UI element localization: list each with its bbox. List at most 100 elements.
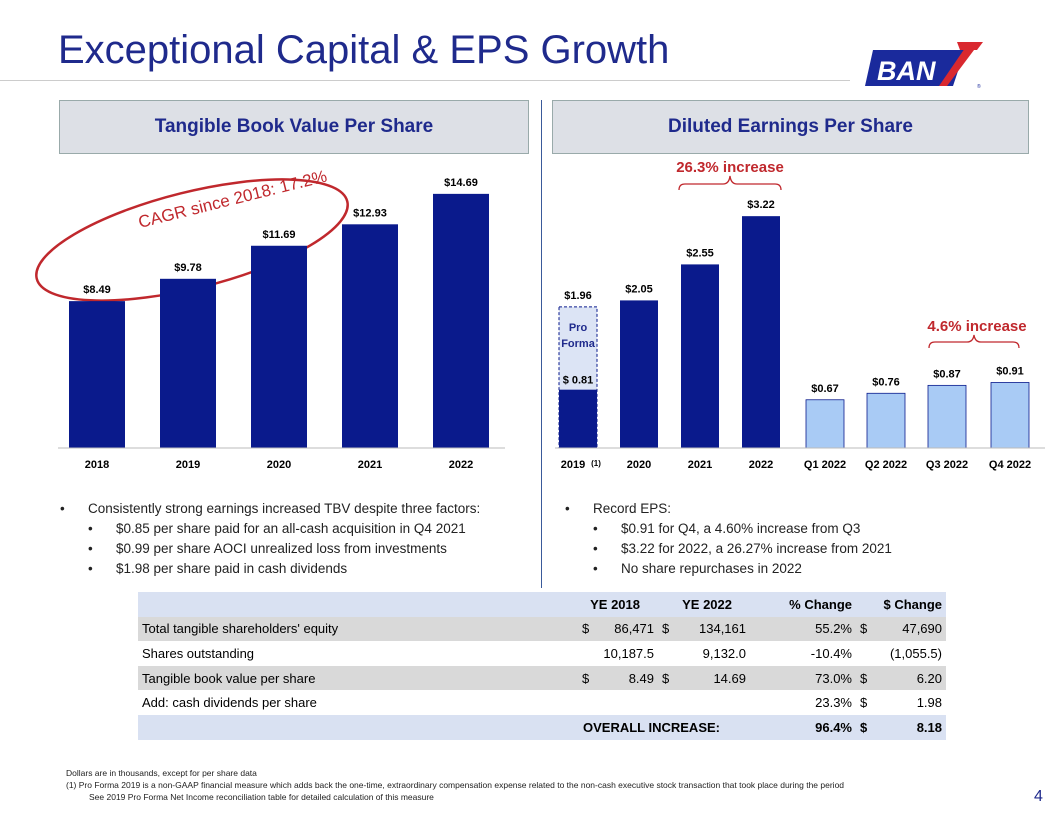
bullet: Record EPS:: [565, 499, 892, 519]
sub-bullet: $0.85 per share paid for an all-cash acq…: [88, 519, 480, 539]
data-label: $11.69: [262, 229, 295, 241]
svg-text:®: ®: [977, 83, 981, 90]
table-cell: [658, 641, 678, 666]
table-header: YE 2018 YE 2022% Change $ Change: [138, 592, 946, 617]
cagr-label: CAGR since 2018: 17.2%: [136, 167, 329, 232]
x-tick-label: 2022: [749, 459, 773, 471]
table-cell: 47,690: [876, 616, 946, 642]
eps-header: Diluted Earnings Per Share: [552, 100, 1029, 154]
annual-brace: [678, 175, 782, 191]
data-label: $12.93: [353, 207, 387, 219]
table-cell: Total tangible shareholders' equity: [138, 616, 578, 642]
data-label: $3.22: [747, 199, 775, 211]
page-number: 4: [1034, 788, 1043, 805]
table-cell: [578, 690, 598, 715]
panel-divider: [541, 100, 542, 588]
bar-2019: [559, 389, 597, 448]
sub-bullet: $0.91 for Q4, a 4.60% increase from Q3: [593, 519, 892, 539]
x-tick-label: 2021: [688, 459, 712, 471]
x-tick-label: Q1 2022: [804, 459, 846, 471]
tbv-header: Tangible Book Value Per Share: [59, 100, 529, 154]
data-label: $0.91: [996, 365, 1024, 377]
pro-forma-total-label: $1.96: [564, 290, 592, 302]
table-cell: 23.3%: [815, 695, 852, 711]
bar-Q1-2022: [805, 399, 845, 449]
bar-2019: [160, 278, 216, 448]
table-row: Shares outstanding 10,187.5 9,132.0 -10.4% (…: [138, 641, 946, 666]
sub-bullet: No share repurchases in 2022: [593, 559, 892, 579]
table-cell: 86,471: [598, 616, 658, 642]
table-cell: 134,161: [678, 616, 750, 642]
data-label: $9.78: [174, 262, 202, 274]
table-cell: $: [860, 695, 868, 711]
x-tick-label: 2019: [561, 459, 585, 471]
footnotes: Dollars are in thousands, except for per…: [66, 768, 845, 802]
table-cell: (1,055.5): [889, 645, 942, 661]
quarterly-increase-label: 4.6% increase: [927, 318, 1026, 335]
bar-2021: [681, 264, 719, 448]
eps-bullets: Record EPS: $0.91 for Q4, a 4.60% increa…: [565, 499, 892, 579]
x-tick-label: 2019: [176, 459, 200, 471]
data-label: $8.49: [83, 284, 111, 296]
bar-Q3-2022: [927, 384, 967, 449]
bar-2020: [251, 245, 307, 448]
annual-increase-label: 26.3% increase: [676, 159, 784, 176]
table-cell: [856, 641, 876, 666]
footnote-marker: (1): [591, 459, 601, 468]
pro-forma-label: Forma: [561, 338, 596, 350]
table-cell: $: [658, 665, 678, 691]
table-cell: $: [578, 665, 598, 691]
tbv-bullets: Consistently strong earnings increased T…: [60, 499, 480, 579]
x-tick-label: 2021: [358, 459, 382, 471]
table-cell: $: [658, 616, 678, 642]
bank7-logo: BAN ®: [865, 42, 983, 90]
table-cell: $: [856, 665, 876, 691]
x-tick-label: Q3 2022: [926, 459, 968, 471]
data-label: $0.87: [933, 368, 961, 380]
table-cell: 10,187.5: [603, 645, 654, 661]
pro-forma-base-label: $ 0.81: [563, 375, 594, 387]
table-cell: Tangible book value per share: [138, 665, 578, 691]
table-total-row: OVERALL INCREASE: 96.4% $8.18: [138, 714, 946, 740]
x-tick-label: Q4 2022: [989, 459, 1031, 471]
data-label: $0.67: [811, 383, 839, 395]
table-cell: 9,132.0: [702, 645, 746, 661]
data-label: $2.05: [625, 283, 653, 295]
eps-chart: 26.3% increase 4.6% increase $1.96 Pro For…: [555, 159, 1045, 471]
table-row: Total tangible shareholders' equity $86,4…: [138, 616, 946, 642]
x-tick-label: 2022: [449, 459, 473, 471]
title-divider: [0, 80, 850, 81]
x-tick-label: 2020: [627, 459, 651, 471]
page-title: Exceptional Capital & EPS Growth: [58, 28, 670, 72]
bar-2021: [342, 224, 398, 448]
table-row: Tangible book value per share $8.49 $14.69…: [138, 665, 946, 691]
table-cell: -10.4%: [810, 645, 852, 661]
table-cell: [598, 690, 658, 715]
sub-bullet: $3.22 for 2022, a 26.27% increase from 2…: [593, 539, 892, 559]
tbv-chart: CAGR since 2018: 17.2% $8.49 2018 $9.78 201…: [35, 167, 505, 471]
bar-2020: [620, 300, 658, 448]
x-tick-label: 2018: [85, 459, 109, 471]
quarterly-brace: [928, 334, 1020, 349]
bar-2022: [742, 216, 780, 448]
tbv-table: YE 2018 YE 2022% Change $ Change Total tan…: [138, 592, 946, 740]
table-row: Add: cash dividends per share 23.3% $1.98: [138, 690, 946, 715]
sub-bullet: $1.98 per share paid in cash dividends: [88, 559, 480, 579]
table-cell: 8.49: [598, 665, 658, 691]
table-cell: $: [578, 616, 598, 642]
data-label: $2.55: [686, 247, 714, 259]
bar-Q2-2022: [866, 392, 906, 449]
data-label: $14.69: [444, 177, 478, 189]
bullet: Consistently strong earnings increased T…: [60, 499, 480, 519]
data-label: $0.76: [872, 376, 900, 388]
table-cell: 55.2%: [750, 616, 856, 642]
table-cell: [658, 690, 678, 715]
x-tick-label: Q2 2022: [865, 459, 907, 471]
table-cell: 1.98: [916, 695, 942, 711]
bar-Q4-2022: [990, 382, 1030, 449]
pro-forma-label: Pro: [569, 322, 588, 334]
bar-2022: [433, 193, 489, 448]
table-cell: [678, 690, 750, 715]
table-cell: Shares outstanding: [142, 645, 255, 661]
table-cell: 73.0%: [750, 665, 856, 691]
